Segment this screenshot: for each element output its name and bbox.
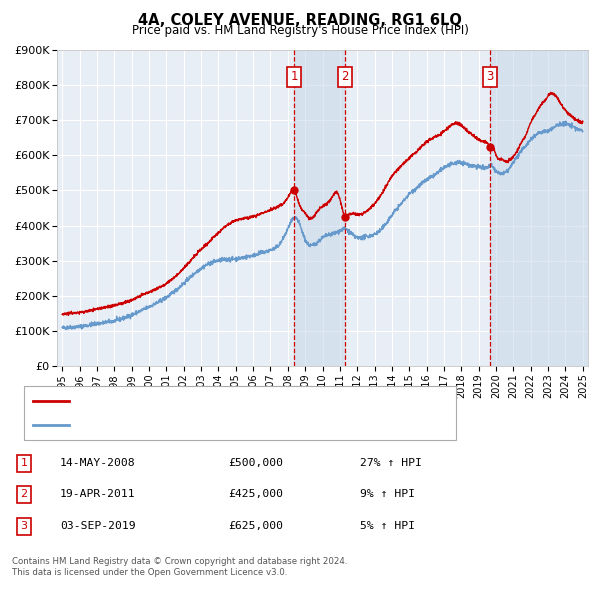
Text: 3: 3: [487, 70, 494, 83]
Bar: [490, 50, 588, 366]
Text: HPI: Average price, detached house, Reading: HPI: Average price, detached house, Read…: [75, 419, 322, 430]
Text: Contains HM Land Registry data © Crown copyright and database right 2024.: Contains HM Land Registry data © Crown c…: [12, 558, 347, 566]
Text: 27% ↑ HPI: 27% ↑ HPI: [360, 458, 422, 468]
Text: 19-APR-2011: 19-APR-2011: [60, 490, 136, 499]
Text: 3: 3: [20, 522, 28, 531]
Text: 14-MAY-2008: 14-MAY-2008: [60, 458, 136, 468]
Text: 4A, COLEY AVENUE, READING, RG1 6LQ (detached house): 4A, COLEY AVENUE, READING, RG1 6LQ (deta…: [75, 396, 392, 407]
Text: 4A, COLEY AVENUE, READING, RG1 6LQ: 4A, COLEY AVENUE, READING, RG1 6LQ: [138, 13, 462, 28]
Text: Price paid vs. HM Land Registry's House Price Index (HPI): Price paid vs. HM Land Registry's House …: [131, 24, 469, 37]
Text: 5% ↑ HPI: 5% ↑ HPI: [360, 522, 415, 531]
Text: £500,000: £500,000: [228, 458, 283, 468]
Text: This data is licensed under the Open Government Licence v3.0.: This data is licensed under the Open Gov…: [12, 568, 287, 577]
Text: £425,000: £425,000: [228, 490, 283, 499]
Text: 2: 2: [341, 70, 349, 83]
Text: 1: 1: [20, 458, 28, 468]
Text: 9% ↑ HPI: 9% ↑ HPI: [360, 490, 415, 499]
Text: £625,000: £625,000: [228, 522, 283, 531]
Text: 2: 2: [20, 490, 28, 499]
Text: 1: 1: [290, 70, 298, 83]
Bar: [294, 50, 345, 366]
Bar: [490, 50, 588, 366]
Text: 03-SEP-2019: 03-SEP-2019: [60, 522, 136, 531]
